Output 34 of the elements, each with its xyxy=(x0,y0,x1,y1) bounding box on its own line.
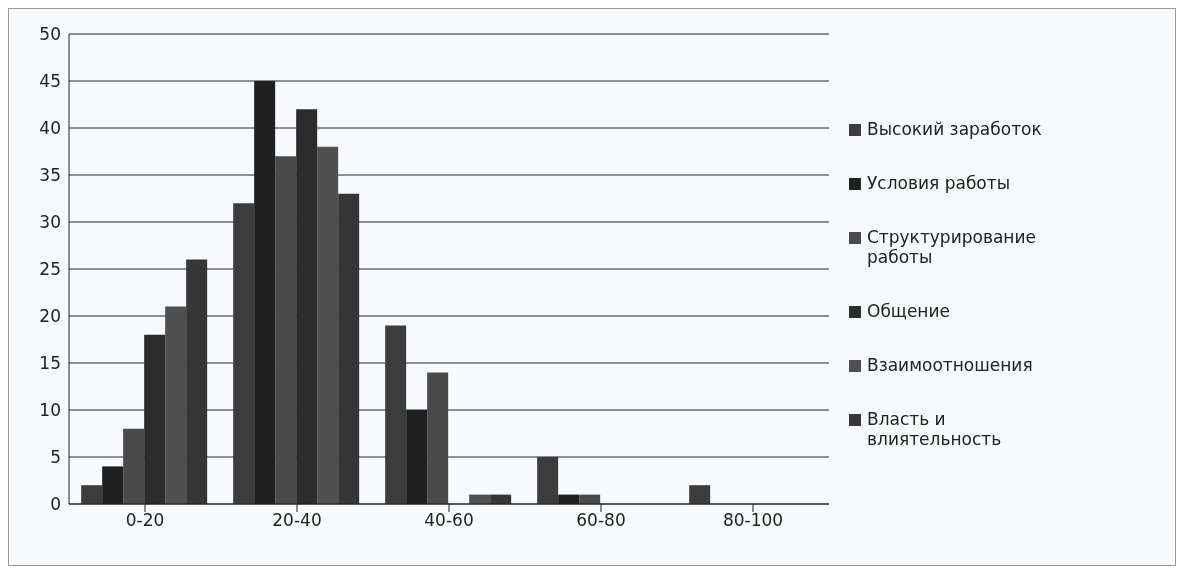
y-tick-label: 50 xyxy=(39,24,61,45)
y-tick-label: 25 xyxy=(39,259,61,280)
legend-label: Власть и влиятельность xyxy=(867,409,1003,449)
x-tick-label: 40-60 xyxy=(424,510,474,531)
bar xyxy=(123,428,145,504)
x-tick-label: 0-20 xyxy=(125,510,165,531)
y-tick-label: 0 xyxy=(50,494,61,515)
bar xyxy=(186,259,208,504)
bar xyxy=(81,485,103,504)
bar xyxy=(427,372,449,504)
bar xyxy=(537,457,559,504)
legend-label: Структурирование работы xyxy=(867,227,1037,267)
bar xyxy=(317,146,339,504)
legend-label: Взаимоотношения xyxy=(867,355,1033,375)
y-tick-label: 35 xyxy=(39,165,61,186)
legend-label: Общение xyxy=(867,301,950,321)
y-tick-label: 20 xyxy=(39,306,61,327)
bar xyxy=(338,193,360,504)
y-tick-label: 40 xyxy=(39,118,61,139)
x-tick-label: 80-100 xyxy=(722,510,784,531)
x-tick-label: 60-80 xyxy=(576,510,626,531)
bar xyxy=(385,325,407,504)
bar xyxy=(233,203,255,504)
y-tick-label: 15 xyxy=(39,353,61,374)
legend-label: Высокий заработок xyxy=(867,119,1042,139)
y-tick-label: 30 xyxy=(39,212,61,233)
x-tick-label: 20-40 xyxy=(272,510,322,531)
y-tick-label: 10 xyxy=(39,400,61,421)
y-tick-label: 5 xyxy=(50,447,61,468)
bar xyxy=(165,306,187,504)
y-tick-label: 45 xyxy=(39,71,61,92)
bar xyxy=(689,485,711,504)
legend-label: Условия работы xyxy=(867,173,1011,193)
bar xyxy=(275,156,297,504)
